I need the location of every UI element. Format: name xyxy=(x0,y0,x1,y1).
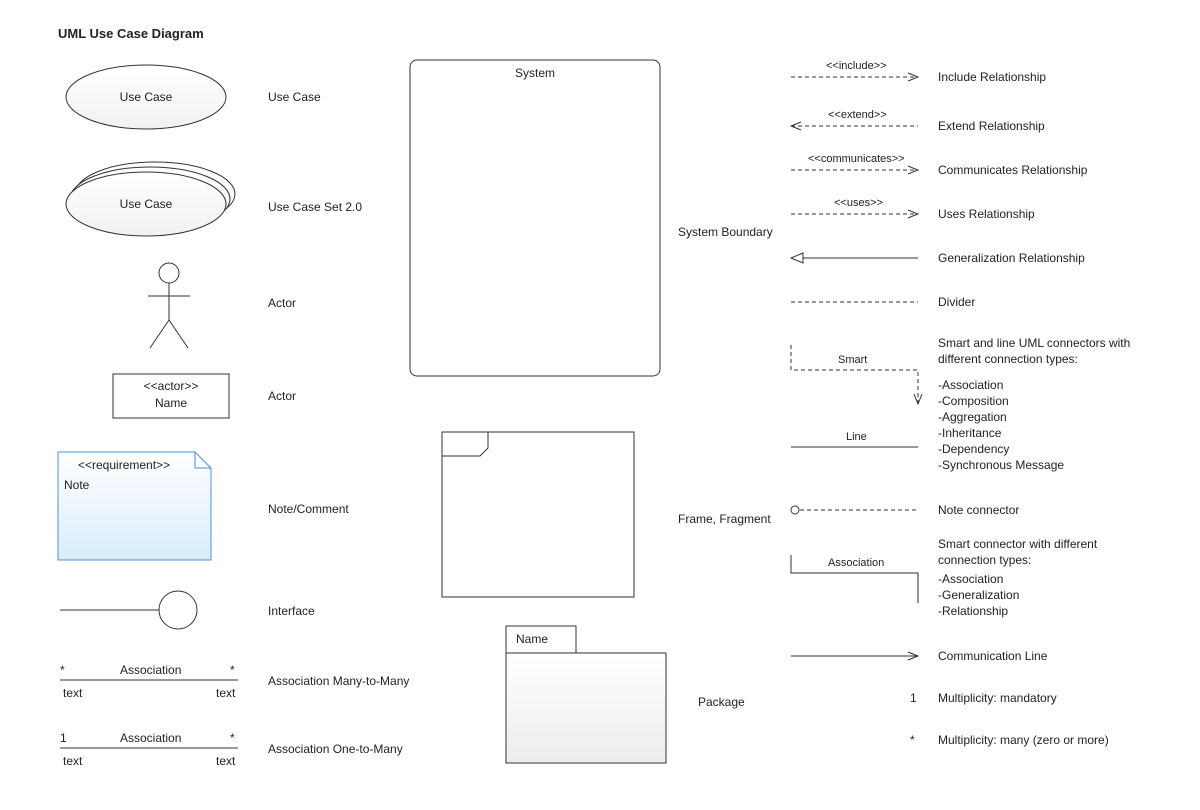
smart-text: Smart xyxy=(838,354,867,366)
package-shape xyxy=(506,626,666,763)
actor-box-stereo: <<actor>> xyxy=(113,379,229,393)
note-connector-line xyxy=(791,506,918,514)
system-boundary-box xyxy=(410,60,660,376)
smart-item-5: -Synchronous Message xyxy=(938,458,1064,472)
include-label: Include Relationship xyxy=(938,70,1046,84)
smart-item-0: -Association xyxy=(938,378,1003,392)
assoc-smart-item-0: -Association xyxy=(938,572,1003,586)
smart-item-1: -Composition xyxy=(938,394,1009,408)
interface-shape xyxy=(60,591,197,629)
assoc-mm-tl: text xyxy=(63,686,82,700)
package-name: Name xyxy=(516,632,548,646)
actor-stick-label: Actor xyxy=(268,296,296,310)
uses-stereo: <<uses>> xyxy=(834,197,883,209)
usecase-set-text: Use Case xyxy=(66,197,226,211)
extend-stereo: <<extend>> xyxy=(828,109,887,121)
actor-stick-icon xyxy=(148,263,190,348)
smart-header: Smart and line UML connectors with diffe… xyxy=(938,335,1138,367)
package-label: Package xyxy=(698,695,745,709)
assoc-mm-left: * xyxy=(60,663,65,677)
note-conn-label: Note connector xyxy=(938,503,1019,517)
assoc-mm-label: Association Many-to-Many xyxy=(268,674,409,688)
mult1-val: 1 xyxy=(910,691,917,705)
frame-label: Frame, Fragment xyxy=(678,512,771,526)
assoc-om-mid: Association xyxy=(120,731,181,745)
smart-item-2: -Aggregation xyxy=(938,410,1007,424)
assoc-mm-right: * xyxy=(230,663,235,677)
actor-box-name: Name xyxy=(113,396,229,410)
system-label: System Boundary xyxy=(678,225,773,239)
interface-label: Interface xyxy=(268,604,315,618)
assoc-om-label: Association One-to-Many xyxy=(268,742,403,756)
mult1-label: Multiplicity: mandatory xyxy=(938,691,1057,705)
usecase-set-label: Use Case Set 2.0 xyxy=(268,200,362,214)
assoc-smart-header: Smart connector with different connectio… xyxy=(938,536,1138,568)
system-title: System xyxy=(410,66,660,80)
multstar-val: * xyxy=(910,733,915,747)
assoc-smart-item-2: -Relationship xyxy=(938,604,1008,618)
general-label: Generalization Relationship xyxy=(938,251,1085,265)
note-stereo: <<requirement>> xyxy=(78,458,170,472)
line-text: Line xyxy=(846,431,867,443)
assoc-mm-tr: text xyxy=(216,686,235,700)
multstar-label: Multiplicity: many (zero or more) xyxy=(938,733,1109,747)
actor-box-label: Actor xyxy=(268,389,296,403)
note-text: Note xyxy=(64,478,89,492)
comm-label: Communicates Relationship xyxy=(938,163,1087,177)
assoc-om-tr: text xyxy=(216,754,235,768)
uses-label: Uses Relationship xyxy=(938,207,1035,221)
usecase-label: Use Case xyxy=(268,90,321,104)
include-stereo: <<include>> xyxy=(826,60,887,72)
assoc-mm-mid: Association xyxy=(120,663,181,677)
assoc-smart-item-1: -Generalization xyxy=(938,588,1019,602)
smart-item-3: -Inheritance xyxy=(938,426,1001,440)
usecase-text: Use Case xyxy=(66,90,226,104)
assoc-om-tl: text xyxy=(63,754,82,768)
extend-label: Extend Relationship xyxy=(938,119,1045,133)
assoc-om-right: * xyxy=(230,731,235,745)
comm-stereo: <<communicates>> xyxy=(808,153,905,165)
assoc-om-left: 1 xyxy=(60,731,67,745)
divider-label: Divider xyxy=(938,295,975,309)
note-label: Note/Comment xyxy=(268,502,349,516)
comm-line-label: Communication Line xyxy=(938,649,1047,663)
frame-shape xyxy=(442,432,634,597)
assoc-smart-text: Association xyxy=(828,557,884,569)
smart-item-4: -Dependency xyxy=(938,442,1009,456)
